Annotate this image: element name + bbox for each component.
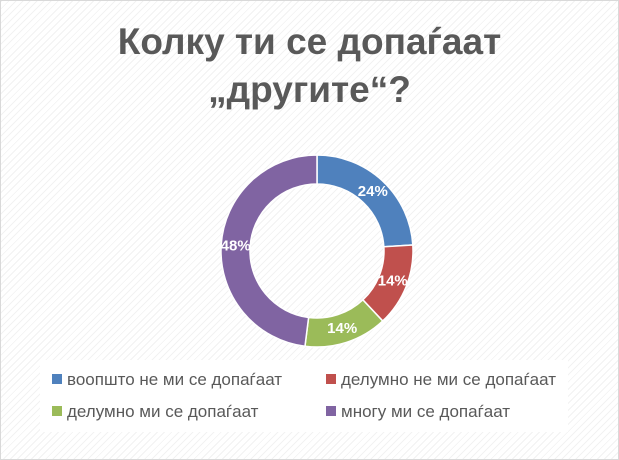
- legend-swatch-4: [326, 406, 336, 416]
- donut-slice-1: [316, 154, 414, 248]
- legend-swatch-3: [52, 406, 62, 416]
- legend-swatch-1: [52, 374, 62, 384]
- data-label-4: 48%: [221, 237, 251, 254]
- data-label-3: 14%: [327, 320, 357, 337]
- legend-label-1: воопшто не ми се допаѓаат: [67, 370, 283, 389]
- chart-title-line-2: „другите“?: [208, 69, 411, 110]
- legend-label-2: делумно не ми се допаѓаат: [341, 370, 556, 389]
- donut-slice-4: [220, 154, 318, 348]
- chart-title: Колку ти се допаѓаат „другите“?: [0, 18, 619, 114]
- legend-label-4: многу ми се допаѓаат: [341, 402, 511, 421]
- legend-swatch-2: [326, 374, 336, 384]
- legend-label-3: делумно ми се допаѓаат: [67, 402, 259, 421]
- legend-item-2: делумно не ми се допаѓаат: [326, 370, 556, 390]
- chart-legend: воопшто не ми се допаѓаат делумно не ми …: [40, 360, 568, 432]
- legend-item-3: делумно ми се допаѓаат: [52, 402, 258, 422]
- legend-item-1: воопшто не ми се допаѓаат: [52, 370, 282, 390]
- chart-title-line-1: Колку ти се допаѓаат: [117, 21, 502, 62]
- data-label-2: 14%: [378, 273, 408, 290]
- data-label-1: 24%: [358, 183, 388, 200]
- legend-item-4: многу ми се допаѓаат: [326, 402, 510, 422]
